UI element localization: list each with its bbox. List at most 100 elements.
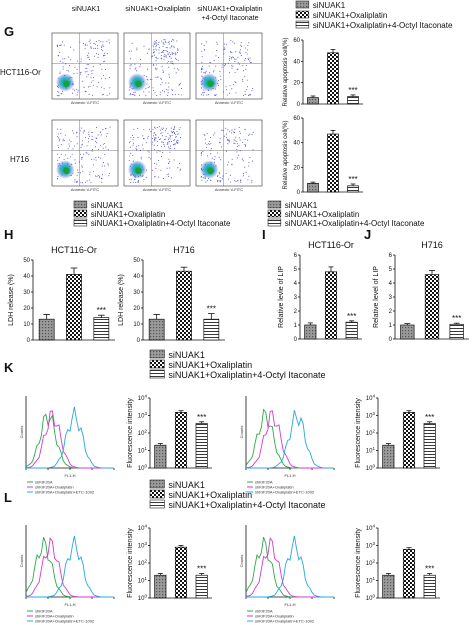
- g-flow-0-2-dot: [243, 70, 244, 72]
- g-flow-0-2-dot: [221, 66, 223, 68]
- g-column-title-1-0: siNUAK1+Oxaliplatin: [125, 6, 190, 13]
- g-flow-1-2-dot: [210, 142, 212, 144]
- g-flow-1-2-dot: [236, 151, 238, 153]
- g-flow-0-2-dot: [221, 64, 223, 66]
- g-flow-0-2-dot: [217, 84, 219, 86]
- g-flow-1-0-dot: [103, 162, 104, 164]
- l-legend-label-2: siNUAK1+Oxaliplatin+4-Octyl Itaconate: [168, 500, 325, 510]
- g-flow-0-2-dot: [223, 43, 225, 45]
- g-flow-0-1-dot: [155, 41, 157, 43]
- g-flow-0-1-dot: [146, 78, 148, 80]
- k-hist-1-ylabel: Counts: [19, 426, 24, 439]
- g-flow-1-0-dot: [85, 137, 86, 139]
- g-flow-1-1-dot: [163, 144, 165, 146]
- g-flow-1-1-dot: [172, 131, 174, 133]
- G-H716-significance-2: ***: [348, 175, 357, 184]
- h-legend-swatch-2: [73, 218, 88, 227]
- g-flow-1-1-dot: [167, 143, 169, 145]
- g-flow-0-0-dot: [75, 88, 77, 90]
- g-flow-0-2-dot: [235, 51, 237, 53]
- g-flow-1-1-dot: [166, 174, 168, 176]
- g-flow-0-1-dot: [173, 67, 175, 69]
- g-flow-0-0-dot: [109, 76, 111, 78]
- g-flow-0-2-dot: [229, 55, 231, 57]
- g-flow-0-1-dot: [177, 49, 179, 51]
- g-flow-0-1-dot: [155, 76, 157, 78]
- g-flow-0-2-dot: [234, 81, 236, 83]
- g-flow-0-0-dot: [87, 55, 89, 56]
- g-flow-1-1-dot: [141, 144, 143, 146]
- g-flow-0-2-dot: [237, 68, 239, 70]
- g-flow-1-1-dot: [160, 156, 162, 157]
- g-flow-1-2-dot: [206, 144, 208, 146]
- g-flow-0-0-dot: [90, 47, 92, 49]
- G-H716-ytick-label-2: 40: [293, 141, 300, 147]
- g-flow-1-1-dot: [148, 151, 150, 153]
- g-flow-1-0-dot: [58, 140, 60, 142]
- g-flow-0-2-dot: [231, 52, 233, 54]
- g-flow-0-1-dot: [162, 45, 164, 47]
- g-flow-1-2-dot: [200, 152, 202, 154]
- g-flow-0-1-dot: [161, 40, 163, 42]
- g-flow-0-0-dot: [63, 44, 65, 46]
- g-flow-0-1-dot: [167, 42, 169, 44]
- g-flow-1-1-dot: [173, 129, 175, 131]
- g-flow-1-1-dot: [180, 168, 182, 170]
- g-flow-1-0-dot: [93, 171, 94, 173]
- g-flow-1-0-dot: [82, 132, 84, 134]
- g-flow-0-2-dot: [224, 47, 226, 49]
- g-flow-1-0-dot: [91, 139, 93, 140]
- g-flow-0-1-dot: [154, 40, 156, 42]
- g-flow-1-1-dot: [175, 136, 176, 138]
- g-flow-1-1-dot: [150, 131, 152, 133]
- g-flow-1-2-dot: [227, 129, 229, 131]
- g-flow-0-2-dot: [201, 67, 203, 69]
- g-flow-1-2-dot: [245, 145, 246, 147]
- g-flow-1-2-dot: [231, 164, 233, 166]
- g-flow-1-0-dot: [80, 157, 82, 159]
- g-flow-0-1-dot: [143, 91, 145, 93]
- L-1-bar-2: [195, 574, 208, 599]
- g-flow-0-0-dot: [80, 58, 82, 60]
- g-flow-0-2-dot: [203, 45, 205, 46]
- k-hist-2-curve-1: [245, 410, 334, 469]
- g-flow-1-1-dot: [173, 159, 175, 161]
- g-flow-1-0-dot: [91, 132, 93, 133]
- g-flow-0-0-dot: [96, 86, 98, 88]
- g-flow-1-1-dot: [172, 144, 174, 146]
- g-flow-1-1-dot: [137, 127, 139, 129]
- g-flow-0-2-dot: [216, 41, 218, 43]
- g-flow-0-0-dot: [57, 46, 58, 48]
- g-flow-1-2-dot: [242, 160, 244, 162]
- J-ytick-label-0: 0: [389, 337, 393, 343]
- g-flow-1-1-dot: [154, 132, 156, 134]
- g-flow-1-1-dot: [158, 139, 160, 140]
- g-flow-0-2-dot: [216, 49, 217, 51]
- g-flow-0-1-dot: [134, 68, 136, 70]
- g-flow-1-2-xlabel: Annexin V-FITC: [215, 187, 243, 192]
- g-flow-1-2-dot: [234, 142, 236, 144]
- g-flow-1-0-dot: [92, 138, 94, 140]
- g-flow-0-2-dot: [244, 59, 246, 61]
- ij-legend-label-0: siNUAK1: [285, 201, 318, 210]
- L-1-significance-2: ***: [197, 565, 206, 574]
- g-flow-1-0-dot: [76, 143, 78, 145]
- L-2-ytick-label-1: 101: [366, 576, 376, 585]
- g-flow-1-1-dot: [154, 138, 156, 140]
- g-flow-0-2-dot: [214, 95, 216, 96]
- g-flow-0-1-dot: [164, 39, 166, 41]
- H-H716-bar-1: [176, 270, 192, 341]
- g-flow-1-1-dot: [179, 162, 180, 164]
- g-flow-0-0-dot: [101, 86, 103, 88]
- g-flow-0-1-dot: [160, 77, 162, 79]
- g-flow-1-0-dot: [82, 182, 83, 184]
- g-flow-0-2-dot: [240, 55, 242, 57]
- g-flow-1-0-dot: [104, 142, 106, 144]
- K-1-ytick-label-2: 102: [138, 429, 148, 438]
- g-flow-0-1-dot: [165, 47, 167, 49]
- g-flow-0-1-dot: [153, 51, 154, 53]
- g-flow-1-2-dot: [225, 127, 227, 129]
- H-H716-significance-2: ***: [207, 305, 216, 314]
- g-flow-0-0-dot: [97, 81, 99, 83]
- g-flow-1-2-dot: [210, 179, 212, 181]
